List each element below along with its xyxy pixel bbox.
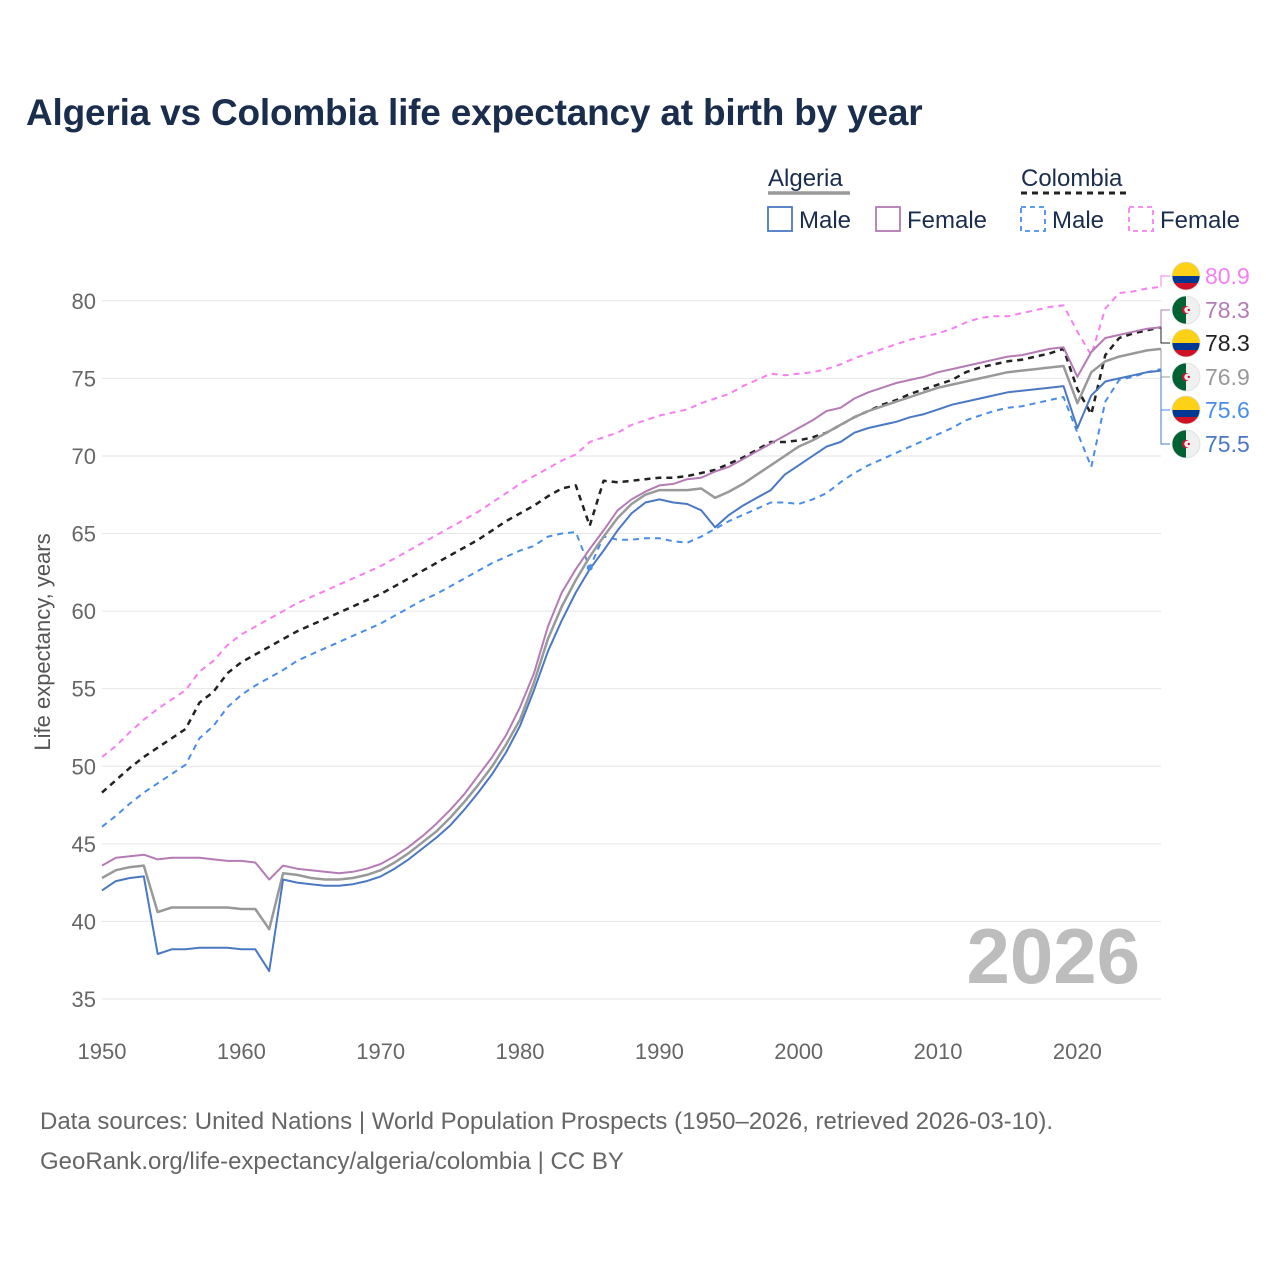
y-tick-label: 75 — [72, 366, 96, 391]
flag-half-green — [1172, 363, 1186, 391]
legend-swatch-colombia-male — [1020, 206, 1046, 232]
x-tick-label: 1990 — [635, 1039, 684, 1064]
algeria-flag-icon — [1171, 429, 1201, 459]
algeria-flag-body — [1172, 363, 1200, 391]
flag-stripe-yellow — [1172, 262, 1200, 276]
algeria-flag-icon — [1171, 295, 1201, 325]
algeria-flag-body — [1172, 296, 1200, 324]
colombia-flag-ring — [1171, 328, 1201, 358]
legend-swatch-algeria-female — [875, 206, 901, 232]
end-label-value: 75.6 — [1205, 397, 1250, 423]
axis-layer: 35 40 45 50 55 60 65 70 75 80 1950 1960 1970 1980 1990… — [72, 289, 1102, 1064]
colombia-flag-body — [1172, 396, 1200, 424]
y-tick-label: 70 — [72, 444, 96, 469]
algeria-flag-icon — [1171, 362, 1201, 392]
end-label-value: 76.9 — [1205, 364, 1250, 390]
colombia-flag-icon — [1171, 395, 1201, 425]
x-tick-label: 2020 — [1053, 1039, 1102, 1064]
year-watermark: 2026 — [966, 912, 1140, 1000]
colombia-flag-icon — [1171, 328, 1201, 358]
algeria-flag-body — [1172, 430, 1200, 458]
y-tick-label: 35 — [72, 987, 96, 1012]
end-label-connector — [1160, 275, 1170, 287]
source-line-2: GeoRank.org/life-expectancy/algeria/colo… — [40, 1148, 624, 1175]
flag-crescent-cut — [1184, 373, 1191, 381]
flag-star — [1187, 442, 1190, 446]
legend-label-colombia-male: Male — [1052, 207, 1104, 234]
colombia-flag-body — [1172, 329, 1200, 357]
source-line-1: Data sources: United Nations | World Pop… — [40, 1108, 1054, 1135]
flag-star — [1187, 308, 1190, 312]
algeria-flag-ring — [1171, 429, 1201, 459]
flag-half-green — [1172, 296, 1186, 324]
x-tick-label: 1980 — [496, 1039, 545, 1064]
y-tick-label: 80 — [72, 289, 96, 314]
legend-group-colombia: Colombia — [1021, 165, 1123, 192]
series-line-colombia-total — [101, 325, 1162, 794]
flag-crescent-cut — [1184, 440, 1191, 448]
flag-star — [1187, 375, 1190, 379]
legend-swatch-algeria-male — [767, 206, 793, 232]
series-line-colombia-female — [101, 285, 1162, 758]
y-axis-title: Life expectancy, years — [30, 533, 55, 750]
x-tick-label: 2000 — [774, 1039, 823, 1064]
flag-half-white — [1186, 363, 1200, 391]
flag-stripe-red — [1172, 417, 1200, 424]
end-label-connector — [1160, 327, 1170, 344]
flag-stripe-blue — [1172, 276, 1200, 283]
series-layer — [101, 285, 1162, 973]
colombia-flag-ring — [1171, 261, 1201, 291]
flag-crescent-cut — [1184, 306, 1191, 314]
y-tick-label: 65 — [72, 522, 96, 547]
colombia-flag-ring — [1171, 395, 1201, 425]
legend-label-algeria-male: Male — [799, 207, 851, 234]
end-label-connector — [1160, 370, 1170, 445]
chart-title: Algeria vs Colombia life expectancy at b… — [26, 92, 923, 133]
flag-stripe-red — [1172, 350, 1200, 357]
colombia-flag-icon — [1171, 261, 1201, 291]
legend-label-algeria-female: Female — [907, 207, 987, 234]
colombia-flag-body — [1172, 262, 1200, 290]
y-tick-label: 60 — [72, 599, 96, 624]
flag-stripe-yellow — [1172, 396, 1200, 410]
flag-stripe-red — [1172, 283, 1200, 290]
series-line-algeria-male — [101, 369, 1162, 973]
flag-half-white — [1186, 296, 1200, 324]
flag-stripe-blue — [1172, 343, 1200, 350]
y-tick-label: 55 — [72, 677, 96, 702]
legend-label-colombia-female: Female — [1160, 207, 1240, 234]
end-label-connector — [1160, 309, 1170, 328]
flag-stripe-blue — [1172, 410, 1200, 417]
y-tick-label: 45 — [72, 832, 96, 857]
algeria-flag-ring — [1171, 362, 1201, 392]
flag-half-white — [1186, 430, 1200, 458]
series-line-colombia-male — [101, 368, 1162, 828]
flag-stripe-yellow — [1172, 329, 1200, 343]
y-tick-label: 40 — [72, 909, 96, 934]
legend-group-algeria: Algeria — [768, 165, 843, 192]
end-label-value: 78.3 — [1205, 330, 1250, 356]
series-line-algeria-total — [101, 347, 1162, 931]
x-tick-label: 1970 — [356, 1039, 405, 1064]
y-tick-label: 50 — [72, 754, 96, 779]
end-label-value: 78.3 — [1205, 297, 1250, 323]
end-label-value: 80.9 — [1205, 263, 1250, 289]
legend-swatch-colombia-female — [1128, 206, 1154, 232]
end-label-connector — [1160, 348, 1170, 378]
legend: Algeria Male Female Colombia Male Female — [767, 165, 1240, 234]
grid-layer — [102, 300, 1161, 1000]
colombia-male-marker — [586, 564, 593, 571]
end-label-connector — [1160, 369, 1170, 411]
x-tick-label: 1950 — [78, 1039, 127, 1064]
flag-half-green — [1172, 430, 1186, 458]
series-line-algeria-female — [101, 326, 1162, 881]
x-tick-label: 2010 — [914, 1039, 963, 1064]
algeria-flag-ring — [1171, 295, 1201, 325]
end-labels: 80.9 78.3 78.3 76.9 75.6 75.5 — [1160, 261, 1250, 459]
end-label-value: 75.5 — [1205, 431, 1250, 457]
x-tick-label: 1960 — [217, 1039, 266, 1064]
